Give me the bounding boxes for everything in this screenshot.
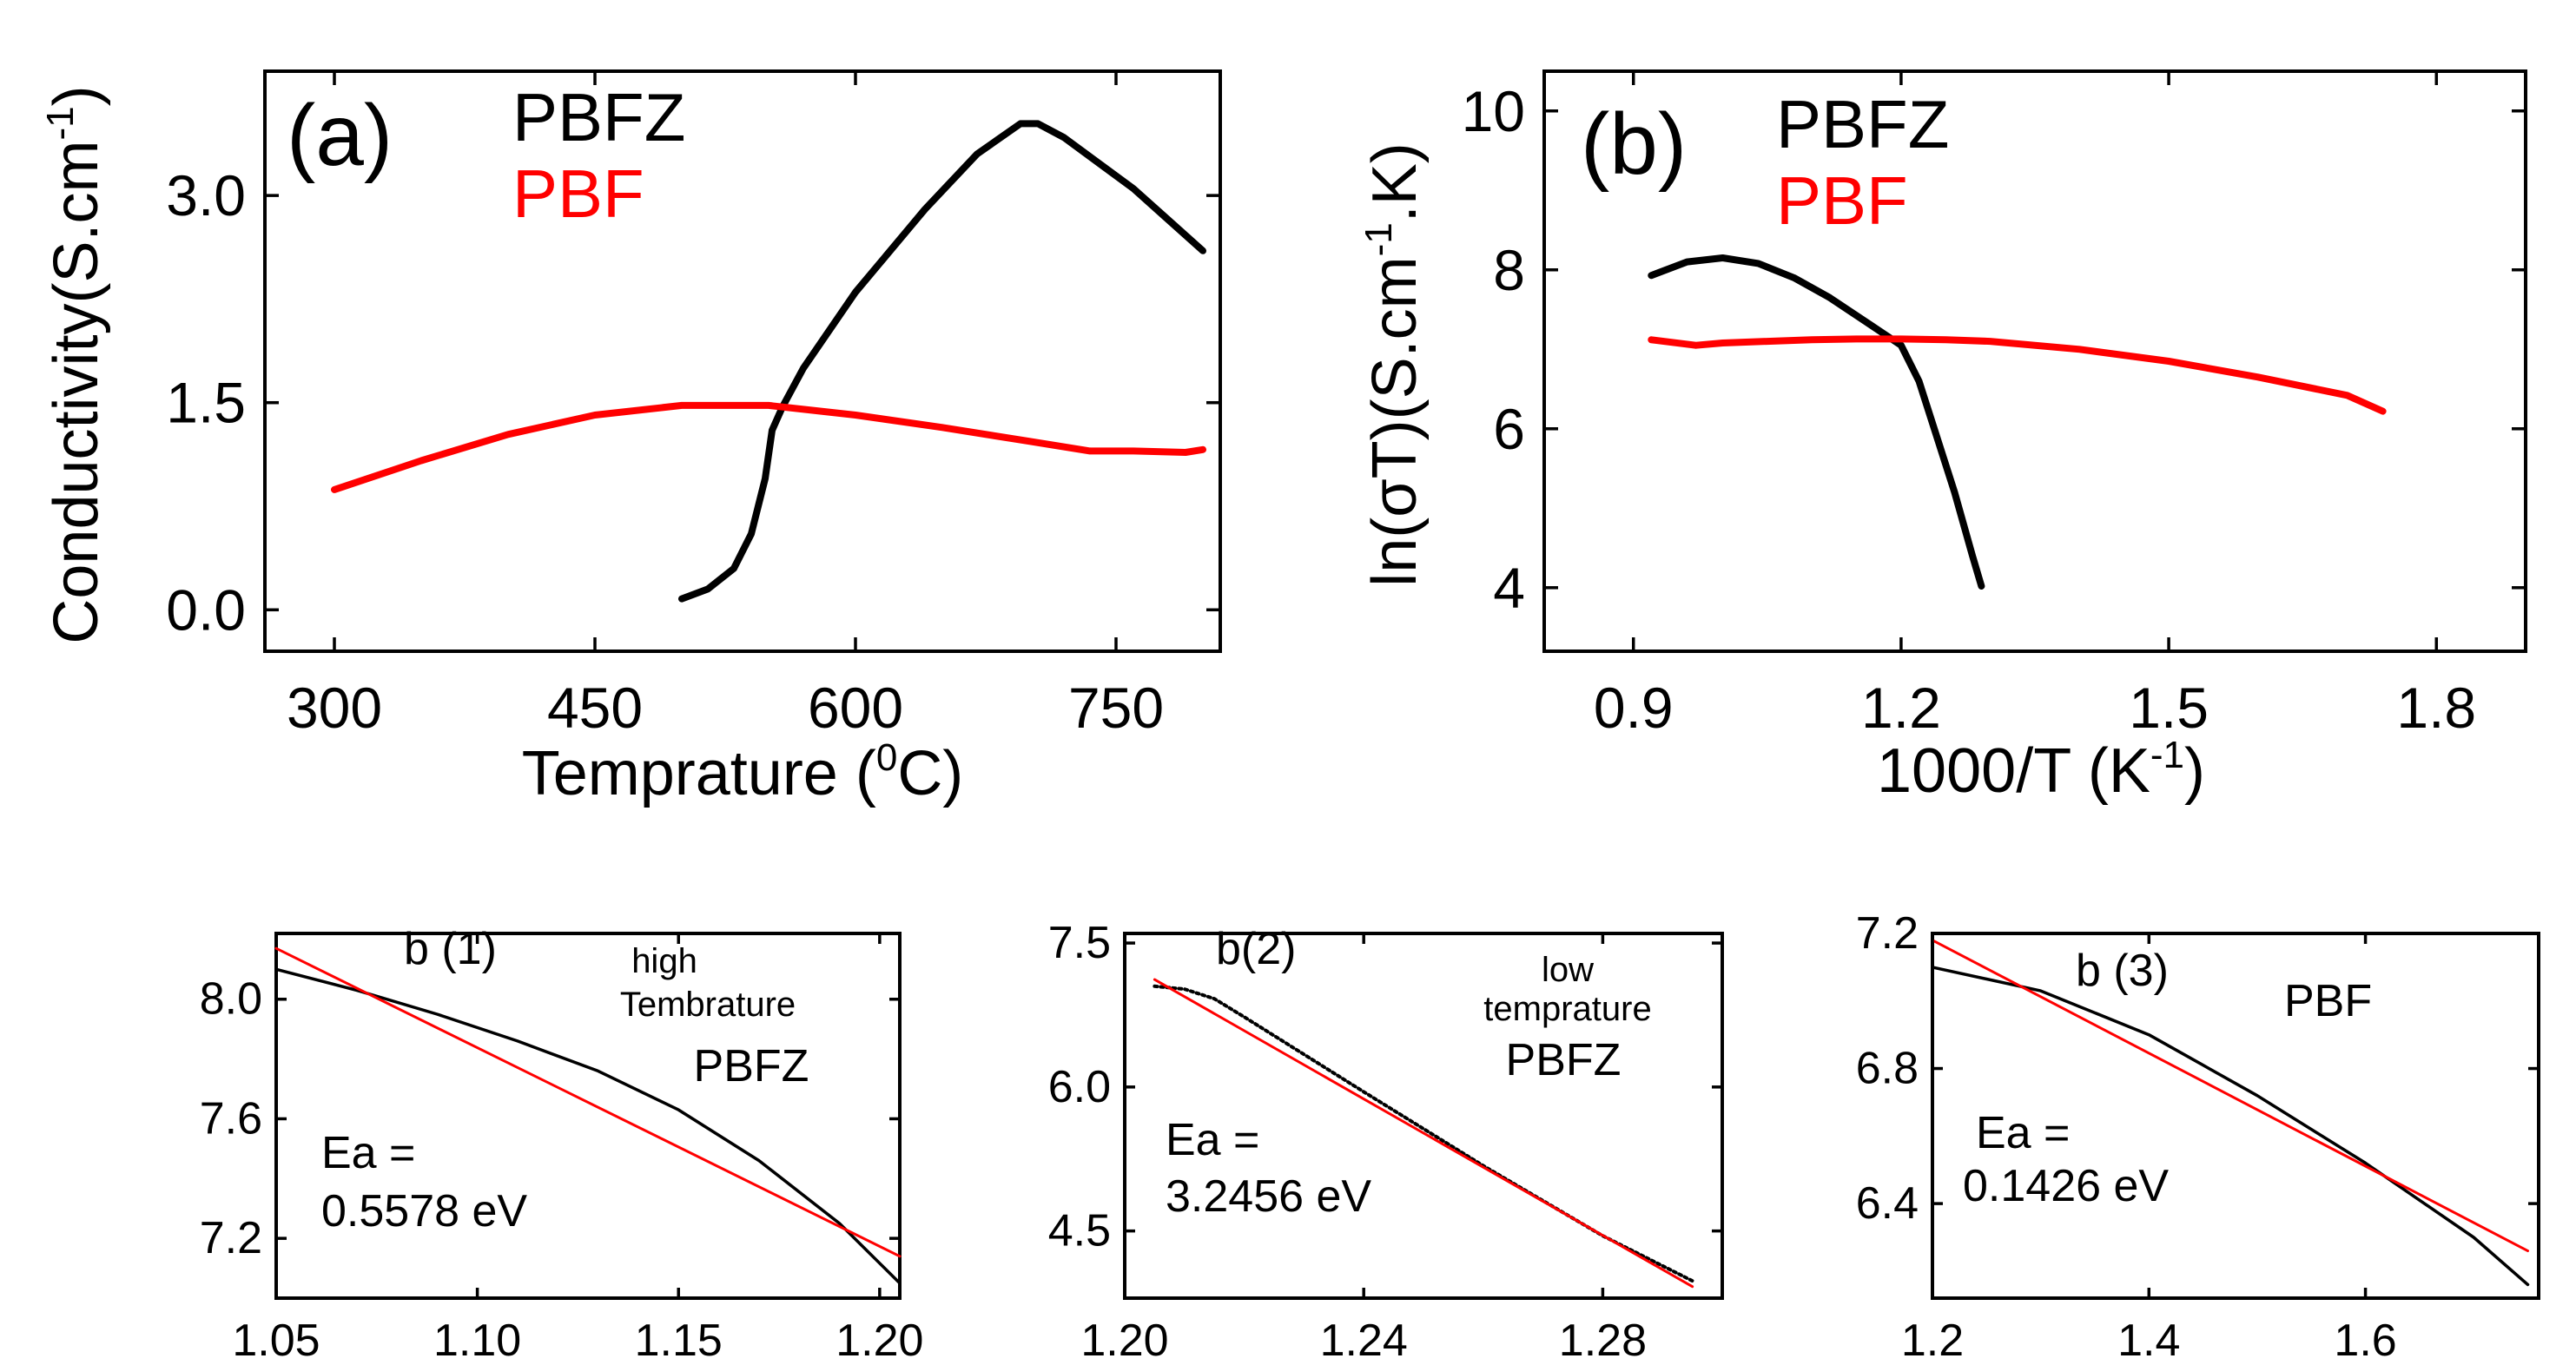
legend-pbf-b: PBF <box>1776 162 1908 239</box>
y-tick-label-a: 3.0 <box>166 163 246 228</box>
x-tick-label-a: 450 <box>547 676 643 740</box>
x-tick-label-b3: 1.6 <box>2334 1316 2396 1365</box>
panel-b1: 1.05 1.10 1.15 1.20 7.2 7.6 8.0 b (1) high Tem… <box>200 924 924 1365</box>
x-label-b-tail: ) <box>2184 736 2205 806</box>
legend-pbfz-b: PBFZ <box>1776 86 1949 162</box>
panel-b: 0.9 1.2 1.5 1.8 4 6 8 10 (b) PBFZ PBF 1000/T (K… <box>1357 69 2527 806</box>
y-label-b-tail: .K) <box>1360 142 1430 222</box>
annotation-b1-line1: high <box>631 942 697 980</box>
plot-frame-b2 <box>1123 932 1724 1300</box>
y-tick-label-b2: 6.0 <box>1048 1062 1111 1112</box>
y-tick-label-b: 8 <box>1493 238 1525 302</box>
annotation-b2-line2: temprature <box>1483 990 1651 1028</box>
annotation-b2-line1: low <box>1542 951 1594 989</box>
x-tick-label-b1: 1.05 <box>232 1316 320 1365</box>
y-tick-label-b3: 6.8 <box>1856 1044 1919 1094</box>
annotation-b3-line1: PBF <box>2284 976 2372 1026</box>
y-tick-label-b: 4 <box>1493 556 1525 620</box>
y-label-a-sup: -1 <box>39 106 82 140</box>
panel-label-a: (a) <box>287 87 393 184</box>
legend-pbf-a: PBF <box>512 155 644 232</box>
ea-label-b1: Ea = <box>321 1128 415 1178</box>
plot-frame-b1 <box>274 932 902 1300</box>
x-tick-label-b2: 1.28 <box>1559 1316 1647 1365</box>
y-tick-label-b2: 7.5 <box>1048 918 1111 968</box>
annotation-b1-line2: Tembrature <box>620 986 796 1024</box>
x-tick-label-b3: 1.4 <box>2117 1316 2180 1365</box>
plot-content-b: 0.9 1.2 1.5 1.8 4 6 8 10 <box>1462 71 2526 740</box>
legend-pbfz-a: PBFZ <box>512 79 685 155</box>
series-line-b3-data <box>1931 966 2530 1287</box>
series-line-a-pbfz <box>678 120 1206 603</box>
x-tick-label-b: 0.9 <box>1594 676 1674 740</box>
annotation-b1-line3: PBFZ <box>694 1041 809 1091</box>
series-line-b-pbfz <box>1648 254 1985 590</box>
y-tick-label-b1: 7.6 <box>200 1093 262 1144</box>
y-label-a-main: Conductivity(S.cm <box>42 140 111 643</box>
panel-b2: 1.20 1.24 1.28 4.5 6.0 7.5 b(2) low tempratur… <box>1048 918 1724 1365</box>
x-label-a-tail: C) <box>897 739 963 808</box>
plot-frame-b3 <box>1931 932 2540 1300</box>
x-tick-label-b1: 1.10 <box>433 1316 521 1365</box>
annotation-b2-line3: PBFZ <box>1506 1035 1622 1085</box>
x-tick-label-a: 300 <box>287 676 382 740</box>
ea-value-b2: 3.2456 eV <box>1166 1171 1371 1222</box>
x-tick-label-b1: 1.20 <box>836 1316 923 1365</box>
plot-content-b3: 1.2 1.4 1.6 6.4 6.8 7.2 <box>1856 908 2539 1365</box>
x-tick-label-b2: 1.24 <box>1320 1316 1408 1365</box>
y-axis-label-a: Conductivity(S.cm-1) <box>39 85 111 643</box>
plot-frame-a <box>263 69 1222 653</box>
panel-label-b3: b (3) <box>2076 946 2169 996</box>
panel-label-b: (b) <box>1581 96 1687 193</box>
x-tick-label-b: 1.8 <box>2396 676 2476 740</box>
series-line-b2-linear-fit <box>1153 978 1694 1289</box>
y-tick-label-a: 0.0 <box>166 577 246 642</box>
ea-label-b3: Ea = <box>1976 1108 2070 1158</box>
plot-frame-b <box>1542 69 2527 653</box>
plot-content-a: 300 450 600 750 0.0 1.5 3.0 <box>166 71 1220 740</box>
x-tick-label-a: 750 <box>1068 676 1164 740</box>
panel-b3: 1.2 1.4 1.6 6.4 6.8 7.2 b (3) PBF Ea = 0.1426… <box>1856 908 2540 1365</box>
series-line-b1-data <box>274 967 902 1285</box>
x-axis-label-b: 1000/T (K-1) <box>1877 734 2205 806</box>
y-tick-label-b: 6 <box>1493 397 1525 461</box>
series-line-b1-linear-fit <box>274 946 902 1258</box>
x-tick-label-b: 1.5 <box>2129 676 2209 740</box>
series-line-b-pbf <box>1648 335 2387 415</box>
y-axis-label-b: ln(σT)(S.cm-1.K) <box>1357 142 1430 587</box>
x-axis-label-a: Temprature (0C) <box>522 736 964 808</box>
x-label-b-sup: -1 <box>2150 734 2184 776</box>
panel-label-b2: b(2) <box>1216 924 1296 974</box>
y-tick-label-b3: 6.4 <box>1856 1178 1919 1229</box>
x-label-a-main: Temprature ( <box>522 739 876 808</box>
series-line-a-pbf <box>331 401 1206 493</box>
y-tick-label-b2: 4.5 <box>1048 1206 1111 1256</box>
x-tick-label-b1: 1.15 <box>635 1316 723 1365</box>
x-tick-label-b2: 1.20 <box>1080 1316 1168 1365</box>
y-label-b-sup: -1 <box>1357 222 1400 256</box>
ea-value-b1: 0.5578 eV <box>321 1186 527 1236</box>
y-tick-label-b1: 7.2 <box>200 1213 262 1263</box>
x-tick-label-b3: 1.2 <box>1901 1316 1964 1365</box>
x-tick-label-b: 1.2 <box>1861 676 1941 740</box>
panel-label-b1: b (1) <box>404 924 497 974</box>
plot-content-b2: 1.20 1.24 1.28 4.5 6.0 7.5 <box>1048 918 1722 1365</box>
y-tick-label-b3: 7.2 <box>1856 908 1919 959</box>
y-tick-label-a: 1.5 <box>166 371 246 435</box>
x-label-b-main: 1000/T (K <box>1877 736 2150 806</box>
y-tick-label-b1: 8.0 <box>200 974 262 1025</box>
panel-a: 300 450 600 750 0.0 1.5 3.0 (a) PBFZ PBF Tempr… <box>39 69 1222 808</box>
plot-content-b1: 1.05 1.10 1.15 1.20 7.2 7.6 8.0 <box>200 933 923 1365</box>
series-line-b3-linear-fit <box>1931 939 2529 1253</box>
y-label-b-main: ln(σT)(S.cm <box>1360 256 1430 586</box>
ea-value-b3: 0.1426 eV <box>1963 1161 2169 1211</box>
x-tick-label-a: 600 <box>808 676 903 740</box>
x-label-a-sup: 0 <box>876 736 897 779</box>
y-tick-label-b: 10 <box>1462 79 1525 143</box>
y-label-a-tail: ) <box>42 85 111 106</box>
ea-label-b2: Ea = <box>1166 1115 1259 1165</box>
